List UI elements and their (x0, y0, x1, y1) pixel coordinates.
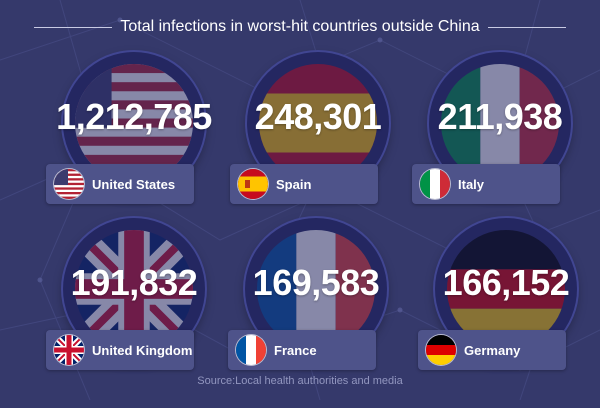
uk-flag-background-icon (75, 230, 193, 348)
country-card-italy: 211,938 Italy (412, 52, 588, 242)
country-label: Spain (230, 164, 378, 204)
header: Total infections in worst-hit countries … (0, 18, 600, 36)
us-flag-icon (54, 169, 84, 199)
country-card-germany: 166,152 Germany (418, 218, 594, 408)
country-label: Germany (418, 330, 566, 370)
country-card-spain: 248,301 Spain (230, 52, 406, 242)
country-name: Spain (276, 176, 312, 192)
italy-flag-icon (420, 169, 450, 199)
infection-count: 248,301 (254, 96, 382, 137)
us-flag-background-icon (75, 64, 193, 182)
infection-count: 211,938 (437, 96, 563, 137)
country-label: Italy (412, 164, 560, 204)
country-label: France (228, 330, 376, 370)
spain-flag-background-icon (259, 64, 377, 182)
country-label: United Kingdom (46, 330, 194, 370)
infection-count: 191,832 (70, 262, 198, 303)
country-name: United States (92, 176, 176, 192)
page-title: Total infections in worst-hit countries … (120, 18, 480, 35)
spain-flag-icon (238, 169, 268, 199)
source-note: Source:Local health authorities and medi… (197, 375, 403, 387)
title-rule-left (34, 26, 113, 28)
title-rule-right (487, 26, 566, 28)
infection-count: 1,212,785 (56, 96, 212, 137)
germany-flag-icon (426, 335, 456, 365)
infection-count: 169,583 (252, 262, 380, 303)
country-name: Italy (458, 176, 485, 192)
country-label: United States (46, 164, 194, 204)
country-card-united-kingdom: 191,832 United Kingdom (46, 218, 222, 408)
country-name: United Kingdom (92, 342, 193, 358)
country-card-france: 169,583 France (228, 218, 404, 408)
infection-count: 166,152 (442, 262, 570, 303)
country-name: Germany (464, 342, 521, 358)
country-name: France (274, 342, 317, 358)
france-flag-icon (236, 335, 266, 365)
uk-flag-icon (54, 335, 84, 365)
country-card-united-states: 1,212,785 United States (46, 52, 222, 242)
